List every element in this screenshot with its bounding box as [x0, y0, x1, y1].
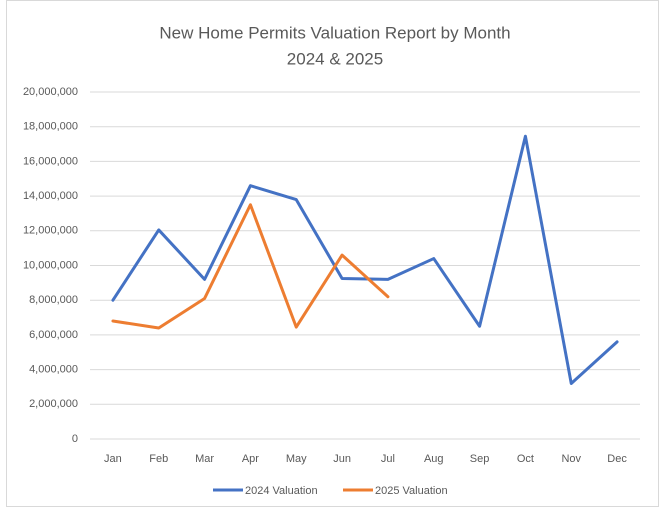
y-tick-label: 14,000,000	[23, 190, 78, 202]
x-tick-label: Oct	[517, 453, 534, 465]
x-tick-label: Aug	[424, 453, 444, 465]
y-tick-label: 20,000,000	[23, 86, 78, 98]
chart-subtitle: 2024 & 2025	[287, 49, 383, 68]
x-tick-label: May	[286, 453, 307, 465]
x-tick-label: Dec	[607, 453, 627, 465]
y-tick-label: 6,000,000	[29, 329, 78, 341]
y-tick-label: 12,000,000	[23, 225, 78, 237]
x-tick-label: Apr	[242, 453, 259, 465]
chart-border	[6, 0, 659, 507]
x-tick-label: Mar	[195, 453, 214, 465]
x-tick-label: Jan	[104, 453, 122, 465]
y-tick-label: 18,000,000	[23, 121, 78, 133]
y-tick-label: 2,000,000	[29, 398, 78, 410]
y-tick-label: 16,000,000	[23, 155, 78, 167]
y-tick-label: 8,000,000	[29, 294, 78, 306]
x-tick-label: Sep	[470, 453, 490, 465]
line-series	[111, 134, 619, 385]
y-tick-label: 4,000,000	[29, 364, 78, 376]
x-tick-label: Jul	[381, 453, 395, 465]
y-tick-label: 10,000,000	[23, 259, 78, 271]
chart-title: New Home Permits Valuation Report by Mon…	[159, 23, 510, 42]
x-tick-label: Feb	[149, 453, 168, 465]
x-tick-label: Jun	[333, 453, 351, 465]
legend-label: 2024 Valuation	[245, 485, 318, 497]
line-series	[111, 203, 390, 330]
x-tick-label: Nov	[561, 453, 581, 465]
y-tick-label: 0	[72, 433, 78, 445]
legend-label: 2025 Valuation	[375, 485, 448, 497]
